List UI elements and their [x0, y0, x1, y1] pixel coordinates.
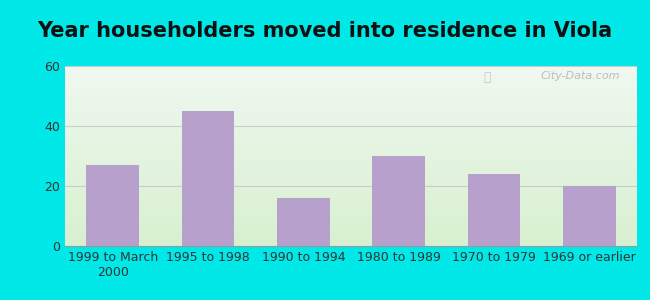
- Bar: [563, 186, 616, 246]
- Text: ⓘ: ⓘ: [484, 71, 491, 84]
- Bar: [468, 174, 520, 246]
- Bar: [277, 198, 330, 246]
- Bar: [182, 111, 234, 246]
- Text: City-Data.com: City-Data.com: [540, 71, 620, 81]
- Bar: [86, 165, 139, 246]
- Text: Year householders moved into residence in Viola: Year householders moved into residence i…: [38, 21, 612, 41]
- Bar: [372, 156, 425, 246]
